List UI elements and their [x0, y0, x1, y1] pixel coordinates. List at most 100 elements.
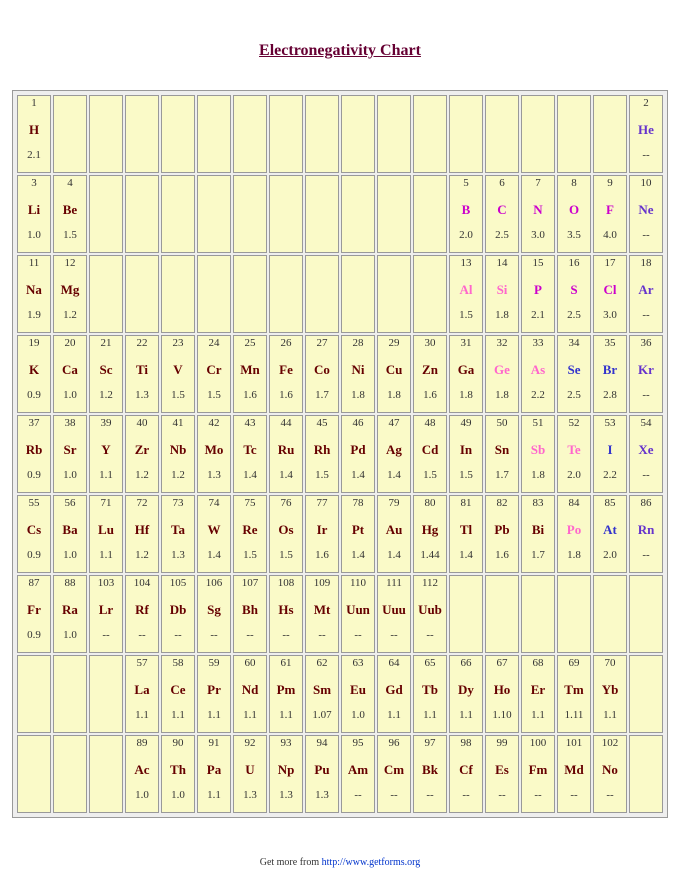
element-cell-Al: 13Al1.5 — [449, 255, 483, 333]
empty-cell — [485, 575, 519, 653]
atomic-number: 24 — [198, 338, 230, 349]
electronegativity-value: 3.0 — [594, 310, 626, 321]
electronegativity-value: 1.1 — [162, 710, 194, 721]
element-symbol: Hs — [270, 603, 302, 616]
atomic-number: 31 — [450, 338, 482, 349]
element-symbol: Zn — [414, 363, 446, 376]
atomic-number: 91 — [198, 738, 230, 749]
element-cell-Sn: 50Sn1.7 — [485, 415, 519, 493]
element-cell-Na: 11Na1.9 — [17, 255, 51, 333]
electronegativity-value: 1.6 — [234, 390, 266, 401]
element-cell-Hg: 80Hg1.44 — [413, 495, 447, 573]
atomic-number: 50 — [486, 418, 518, 429]
empty-cell — [377, 255, 411, 333]
element-cell-Mt: 109Mt-- — [305, 575, 339, 653]
element-symbol: As — [522, 363, 554, 376]
element-symbol: Cu — [378, 363, 410, 376]
electronegativity-value: 2.5 — [486, 230, 518, 241]
electronegativity-value: 1.8 — [342, 390, 374, 401]
element-cell-Cs: 55Cs0.9 — [17, 495, 51, 573]
atomic-number: 55 — [18, 498, 50, 509]
element-cell-Zn: 30Zn1.6 — [413, 335, 447, 413]
atomic-number: 5 — [450, 178, 482, 189]
atomic-number: 93 — [270, 738, 302, 749]
atomic-number: 52 — [558, 418, 590, 429]
element-cell-Pb: 82Pb1.6 — [485, 495, 519, 573]
empty-cell — [89, 735, 123, 813]
empty-cell — [449, 95, 483, 173]
element-cell-Mn: 25Mn1.6 — [233, 335, 267, 413]
element-symbol: K — [18, 363, 50, 376]
atomic-number: 34 — [558, 338, 590, 349]
empty-cell — [557, 575, 591, 653]
electronegativity-value: -- — [198, 630, 230, 641]
element-symbol: Pt — [342, 523, 374, 536]
empty-cell — [629, 655, 663, 733]
element-cell-No: 102No-- — [593, 735, 627, 813]
footer-link[interactable]: http://www.getforms.org — [322, 857, 421, 868]
element-cell-Cu: 29Cu1.8 — [377, 335, 411, 413]
atomic-number: 73 — [162, 498, 194, 509]
atomic-number: 27 — [306, 338, 338, 349]
electronegativity-value: 1.5 — [306, 470, 338, 481]
element-symbol: Lr — [90, 603, 122, 616]
empty-cell — [125, 95, 159, 173]
atomic-number: 96 — [378, 738, 410, 749]
empty-cell — [269, 95, 303, 173]
electronegativity-value: 1.4 — [378, 550, 410, 561]
element-symbol: W — [198, 523, 230, 536]
electronegativity-value: 1.5 — [234, 550, 266, 561]
element-cell-I: 53I2.2 — [593, 415, 627, 493]
empty-cell — [125, 255, 159, 333]
element-cell-Bh: 107Bh-- — [233, 575, 267, 653]
element-symbol: Tc — [234, 443, 266, 456]
element-symbol: Cm — [378, 763, 410, 776]
electronegativity-value: -- — [342, 630, 374, 641]
electronegativity-value: 0.9 — [18, 550, 50, 561]
atomic-number: 30 — [414, 338, 446, 349]
empty-cell — [89, 655, 123, 733]
element-symbol: O — [558, 203, 590, 216]
element-symbol: Pu — [306, 763, 338, 776]
atomic-number: 46 — [342, 418, 374, 429]
electronegativity-value: 1.5 — [450, 470, 482, 481]
element-cell-Dy: 66Dy1.1 — [449, 655, 483, 733]
atomic-number: 108 — [270, 578, 302, 589]
element-symbol: Ir — [306, 523, 338, 536]
atomic-number: 72 — [126, 498, 158, 509]
empty-cell — [521, 575, 555, 653]
empty-cell — [557, 95, 591, 173]
electronegativity-value: 1.4 — [234, 470, 266, 481]
electronegativity-value: -- — [630, 390, 662, 401]
element-cell-At: 85At2.0 — [593, 495, 627, 573]
element-symbol: Be — [54, 203, 86, 216]
electronegativity-value: 2.0 — [594, 550, 626, 561]
element-cell-Xe: 54Xe-- — [629, 415, 663, 493]
electronegativity-value: 1.6 — [270, 390, 302, 401]
element-symbol: Br — [594, 363, 626, 376]
element-cell-K: 19K0.9 — [17, 335, 51, 413]
atomic-number: 71 — [90, 498, 122, 509]
electronegativity-value: 1.1 — [90, 550, 122, 561]
atomic-number: 95 — [342, 738, 374, 749]
element-cell-In: 49In1.5 — [449, 415, 483, 493]
atomic-number: 56 — [54, 498, 86, 509]
electronegativity-value: 2.0 — [450, 230, 482, 241]
electronegativity-value: 1.1 — [522, 710, 554, 721]
empty-cell — [89, 175, 123, 253]
atomic-number: 59 — [198, 658, 230, 669]
electronegativity-value: 1.3 — [270, 790, 302, 801]
atomic-number: 11 — [18, 258, 50, 269]
element-symbol: Al — [450, 283, 482, 296]
atomic-number: 9 — [594, 178, 626, 189]
element-cell-W: 74W1.4 — [197, 495, 231, 573]
empty-cell — [161, 95, 195, 173]
element-cell-Cd: 48Cd1.5 — [413, 415, 447, 493]
element-cell-Tb: 65Tb1.1 — [413, 655, 447, 733]
electronegativity-value: 1.1 — [126, 710, 158, 721]
atomic-number: 97 — [414, 738, 446, 749]
atomic-number: 16 — [558, 258, 590, 269]
element-symbol: Mt — [306, 603, 338, 616]
empty-cell — [521, 95, 555, 173]
element-cell-F: 9F4.0 — [593, 175, 627, 253]
